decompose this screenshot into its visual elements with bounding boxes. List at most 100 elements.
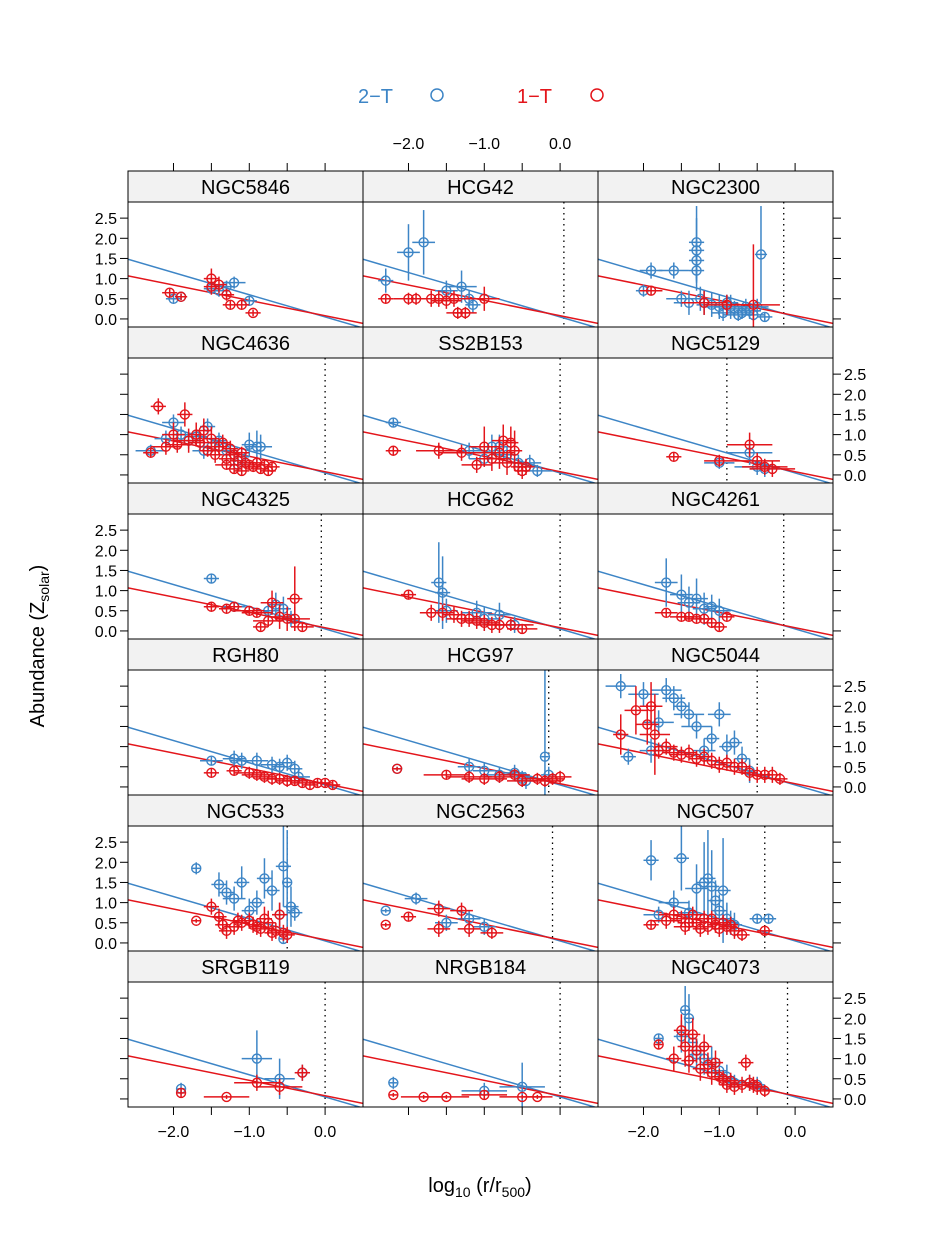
- marker-1t: [297, 777, 308, 789]
- point-1t: [253, 621, 269, 633]
- marker-2t: [759, 311, 770, 323]
- x-axis-title-main: log: [428, 1175, 455, 1197]
- panel-strip: [127, 170, 364, 203]
- point-1t: [400, 589, 417, 600]
- marker-1t: [479, 441, 490, 452]
- marker-2t: [668, 693, 680, 704]
- marker-2t: [266, 885, 278, 896]
- fit-line-two_t: [128, 1038, 363, 1107]
- point-1t: [325, 779, 341, 791]
- marker-1t: [615, 729, 626, 740]
- marker-1t: [448, 293, 460, 304]
- panel-strip: [597, 638, 834, 671]
- point-1t: [681, 290, 727, 315]
- panel-plot-area: [598, 670, 833, 795]
- point-2t: [658, 262, 689, 279]
- panel-plot-area: [598, 358, 833, 483]
- marker-2t: [403, 247, 414, 258]
- point-2t: [707, 598, 731, 623]
- point-2t: [397, 224, 420, 281]
- legend: 2−T 1−T: [358, 86, 604, 108]
- point-1t: [726, 1078, 743, 1095]
- panel-ngc4325: NGC4325: [127, 482, 364, 640]
- panel-plot-area: [363, 202, 598, 327]
- marker-1t: [259, 771, 270, 783]
- panel-ngc4073: NGC4073: [597, 950, 834, 1108]
- point-1t: [211, 276, 227, 293]
- point-1t: [385, 445, 401, 456]
- point-1t: [613, 714, 629, 755]
- point-1t: [673, 1014, 689, 1047]
- point-2t: [643, 840, 659, 881]
- marker-1t: [729, 1081, 740, 1093]
- marker-2t: [676, 589, 687, 600]
- point-1t: [260, 590, 284, 615]
- point-1t: [234, 914, 250, 931]
- marker-1t: [547, 773, 558, 785]
- marker-1t: [168, 429, 179, 440]
- marker-2t: [266, 759, 278, 770]
- point-1t: [757, 925, 773, 937]
- point-2t: [222, 276, 246, 289]
- marker-1t: [403, 589, 414, 600]
- panel-hcg62: HCG62: [362, 482, 599, 640]
- point-1t: [279, 926, 295, 943]
- panel-plot-area: [363, 358, 598, 483]
- point-2t: [203, 573, 219, 584]
- marker-1t: [145, 447, 156, 458]
- marker-2t: [228, 753, 240, 764]
- point-1t: [734, 928, 750, 941]
- marker-1t: [213, 279, 225, 290]
- panel-strip: [597, 326, 834, 359]
- panel-strip: [127, 326, 364, 359]
- marker-1t: [191, 915, 202, 926]
- y-tick-label-left: 2.0: [95, 231, 117, 248]
- point-1t: [499, 768, 530, 781]
- panels-group: NGC5846 HCG42 NGC2300 NGC4636 SS2B153 NGC5129…: [127, 170, 834, 1108]
- marker-2t: [236, 877, 247, 888]
- y-axis-title: Abundance (Zsolar): [27, 565, 52, 728]
- fit-line-two_t: [363, 882, 598, 951]
- marker-1t: [319, 777, 331, 789]
- y-tick-label-left: 0.5: [95, 292, 117, 309]
- marker-2t: [206, 755, 217, 766]
- marker-2t: [467, 299, 479, 311]
- panel-title: SS2B153: [438, 333, 523, 355]
- marker-1t: [380, 293, 391, 304]
- panel-plot-area: [363, 670, 598, 795]
- marker-1t: [698, 1041, 710, 1052]
- marker-1t: [228, 463, 240, 475]
- x-tick-label-bottom: 0.0: [784, 1124, 806, 1141]
- marker-1t: [236, 465, 247, 477]
- point-1t: [742, 764, 758, 781]
- panel-ngc5129: NGC5129: [597, 326, 834, 484]
- y-tick-label-right: 0.5: [844, 448, 866, 465]
- point-1t: [150, 438, 182, 455]
- marker-1t: [244, 767, 255, 779]
- marker-2t: [691, 265, 702, 276]
- marker-1t: [236, 299, 247, 311]
- point-1t: [423, 1091, 470, 1103]
- point-2t: [673, 826, 689, 891]
- marker-1t: [441, 769, 452, 781]
- panel-plot-area: [598, 826, 833, 951]
- marker-1t: [532, 1091, 543, 1103]
- point-1t: [738, 1054, 754, 1071]
- point-1t: [653, 1039, 664, 1050]
- x-axis-title-mid: (r/r: [471, 1175, 502, 1197]
- point-1t: [203, 898, 219, 915]
- marker-1t: [645, 285, 657, 296]
- panel-frame: [362, 201, 599, 328]
- marker-2t: [251, 755, 263, 766]
- marker-2t: [206, 573, 217, 584]
- marker-2t: [668, 265, 680, 276]
- marker-1t: [206, 601, 217, 612]
- marker-2t: [191, 863, 202, 874]
- marker-1t: [391, 763, 403, 774]
- point-2t: [245, 752, 269, 769]
- marker-2t: [251, 897, 263, 908]
- panel-title: NGC5044: [671, 645, 760, 667]
- y-tick-label-left: 2.0: [95, 855, 117, 872]
- marker-2t: [244, 439, 255, 450]
- marker-2t: [228, 893, 240, 904]
